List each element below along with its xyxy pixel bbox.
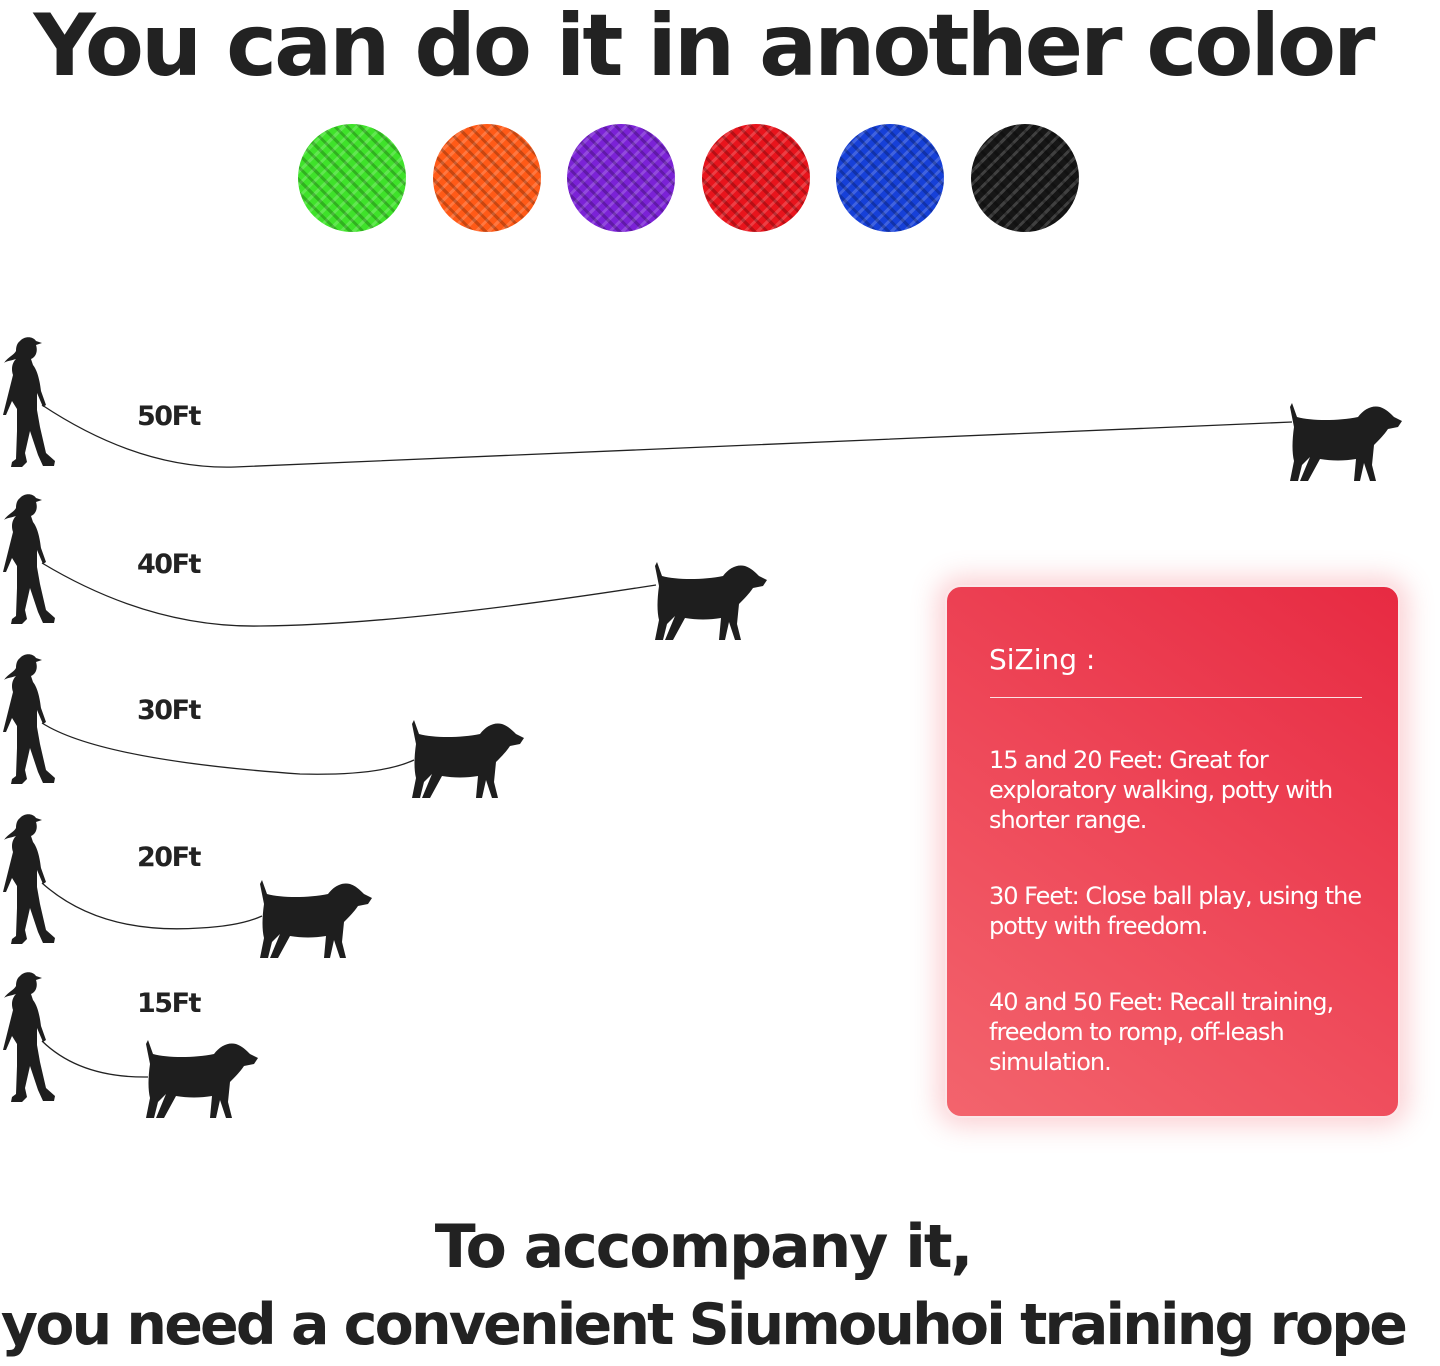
length-label-20ft: 20Ft — [137, 842, 201, 873]
sizing-item-30: 30 Feet: Close ball play, using the pott… — [989, 882, 1362, 940]
length-label-50ft: 50Ft — [137, 401, 201, 432]
dog-icon — [146, 1040, 258, 1118]
walking-person-icon — [3, 654, 55, 784]
length-label-40ft: 40Ft — [137, 549, 201, 580]
sizing-item-40-50: 40 and 50 Feet: Recall training, freedom… — [989, 988, 1334, 1076]
leash — [41, 1040, 149, 1078]
walking-person-icon — [3, 337, 55, 467]
row-15ft — [3, 972, 258, 1118]
sizing-title: SiZing : — [989, 643, 1096, 676]
color-swatch-orange — [433, 124, 541, 232]
color-swatch-red — [702, 124, 810, 232]
page-title: You can do it in another color — [33, 0, 1376, 96]
dog-icon — [1290, 403, 1402, 481]
divider — [990, 697, 1362, 698]
row-20ft — [3, 814, 372, 958]
walking-person-icon — [3, 494, 55, 624]
row-30ft — [3, 654, 524, 798]
dog-icon — [260, 880, 372, 958]
bottom-heading-line1: To accompany it, — [434, 1212, 974, 1282]
length-label-15ft: 15Ft — [137, 988, 201, 1019]
color-swatch-purple — [567, 124, 675, 232]
walking-person-icon — [3, 972, 55, 1102]
length-label-30ft: 30Ft — [137, 695, 201, 726]
row-40ft — [3, 494, 767, 640]
leash — [41, 562, 657, 627]
dog-icon — [412, 720, 524, 798]
color-swatch-green — [298, 124, 406, 232]
color-swatch-blue — [836, 124, 944, 232]
leash — [41, 882, 263, 930]
bottom-heading-line2: you need a convenient Siumouhoi training… — [0, 1292, 1408, 1358]
color-swatch-black — [971, 124, 1079, 232]
sizing-card: SiZing : 15 and 20 Feet: Great for explo… — [945, 585, 1400, 1118]
dog-icon — [655, 562, 767, 640]
leash — [41, 404, 1293, 468]
walking-person-icon — [3, 814, 55, 944]
sizing-item-15-20: 15 and 20 Feet: Great for exploratory wa… — [989, 746, 1333, 834]
leash — [41, 722, 415, 775]
row-50ft — [3, 337, 1402, 481]
